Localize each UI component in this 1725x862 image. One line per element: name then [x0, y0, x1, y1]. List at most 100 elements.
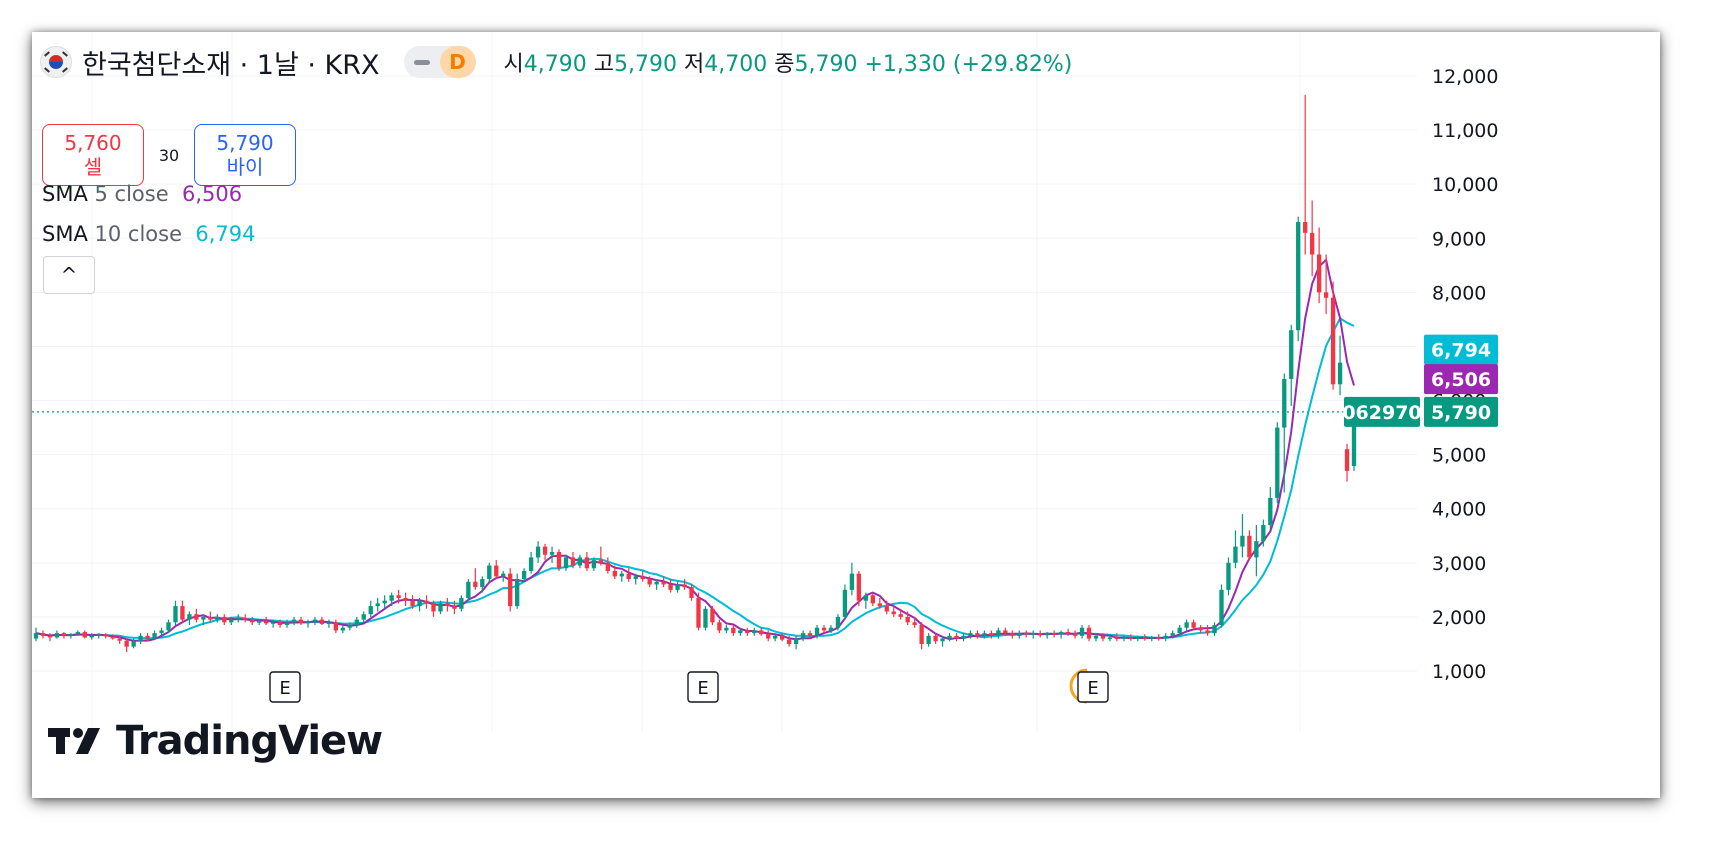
- candle-body: [584, 557, 590, 569]
- candle-body: [654, 581, 659, 585]
- candle-body: [1205, 630, 1210, 634]
- candle-body: [1261, 524, 1266, 542]
- buy-button[interactable]: 5,790 바이: [194, 124, 296, 186]
- indicator-sma5[interactable]: SMA 5 close 6,506: [42, 182, 243, 206]
- candle-body: [33, 633, 39, 639]
- candle-body: [1289, 330, 1294, 379]
- candle-body: [215, 616, 220, 620]
- candle-body: [884, 606, 889, 612]
- y-tick-label: 8,000: [1432, 282, 1486, 304]
- candle-body: [800, 633, 806, 639]
- candle-body: [1051, 633, 1057, 635]
- candle-body: [1100, 635, 1106, 639]
- candle-body: [528, 557, 534, 571]
- change-value: +1,330 (+29.82%): [864, 52, 1073, 77]
- candle-body: [459, 597, 464, 609]
- candle-body: [1079, 627, 1085, 636]
- candle-body: [103, 634, 108, 637]
- candle-body: [61, 633, 67, 636]
- minus-icon[interactable]: [404, 46, 440, 78]
- candle-body: [515, 579, 520, 607]
- candle-body: [1268, 497, 1273, 525]
- candle-body: [298, 619, 304, 624]
- candle-body: [1330, 297, 1336, 385]
- candle-body: [912, 622, 917, 626]
- candle-body: [1316, 254, 1322, 293]
- candle-body: [1344, 449, 1350, 471]
- candle-body: [1191, 622, 1196, 628]
- tradingview-logo[interactable]: TradingView: [48, 718, 383, 764]
- ticker-code-tag-bg: [1344, 396, 1420, 427]
- candle-body: [647, 579, 652, 585]
- candle-body: [145, 635, 150, 639]
- candle-body: [1219, 589, 1224, 626]
- sma5-price-tag: 6,506: [1424, 364, 1498, 395]
- candle-body: [96, 634, 101, 636]
- symbol-title[interactable]: 한국첨단소재 · 1날 · KRX: [82, 49, 380, 81]
- candle-body: [1296, 222, 1301, 331]
- candle-body: [1198, 627, 1203, 631]
- y-tick-label: 3,000: [1432, 553, 1486, 575]
- candle-body: [236, 617, 241, 620]
- candle-body: [494, 565, 499, 577]
- earnings-marker: [1077, 671, 1109, 703]
- sell-button[interactable]: 5,760 셀: [42, 124, 144, 186]
- symbol-header: 한국첨단소재 · 1날 · KRX D 시4,790 고5,790 저4,700…: [40, 44, 1073, 81]
- y-tick-label: 1,000: [1432, 661, 1486, 683]
- candle-body: [1163, 635, 1168, 639]
- candle-body: [131, 641, 136, 647]
- collapse-legend-button[interactable]: ^: [43, 256, 95, 294]
- candle-body: [1065, 632, 1071, 634]
- candle-body: [138, 635, 143, 642]
- candle-body: [661, 581, 666, 585]
- candle-body: [591, 560, 597, 569]
- candle-body: [201, 616, 206, 620]
- y-tick-label: 9,000: [1432, 228, 1486, 250]
- candle-body: [1107, 637, 1113, 639]
- y-tick-label: 4,000: [1432, 499, 1486, 521]
- candle-body: [1303, 222, 1308, 233]
- candle-body: [1086, 627, 1092, 639]
- candle-body: [1135, 637, 1140, 639]
- candle-body: [466, 581, 471, 598]
- candle-body: [124, 640, 129, 647]
- candle-body: [431, 603, 436, 612]
- price-axis[interactable]: 1,0002,0003,0004,0005,0006,0007,0008,000…: [1432, 66, 1498, 683]
- candle-body: [1275, 427, 1280, 498]
- candle-body: [745, 630, 750, 634]
- candle-body: [556, 552, 562, 569]
- sma10-line: [35, 316, 1355, 640]
- candle-body: [780, 635, 785, 640]
- candle-body: [640, 576, 645, 580]
- candle-body: [291, 619, 297, 623]
- timeframe-pill[interactable]: D: [403, 46, 476, 78]
- candle-body: [1226, 562, 1231, 590]
- candle-body: [933, 635, 938, 642]
- candle-body: [731, 627, 736, 634]
- sell-label: 셀: [83, 155, 103, 179]
- sma5-price-tag-text: 6,506: [1431, 369, 1491, 391]
- earnings-marker-label: E: [279, 678, 290, 699]
- candle-body: [954, 635, 959, 639]
- candle-body: [919, 625, 924, 644]
- candle-body: [668, 584, 673, 590]
- indicator-sma10[interactable]: SMA 10 close 6,794: [42, 222, 256, 246]
- candle-body: [173, 606, 178, 623]
- candle-body: [682, 584, 687, 588]
- timeframe-badge[interactable]: D: [439, 46, 476, 78]
- candle-body: [752, 630, 757, 634]
- candle-body: [1247, 535, 1252, 558]
- candle-body: [1212, 625, 1217, 634]
- candle-body: [305, 621, 311, 624]
- sma10-value: 6,794: [195, 222, 256, 246]
- candle-body: [563, 557, 569, 569]
- candle-body: [1058, 632, 1064, 635]
- candle-body: [333, 622, 339, 631]
- last-price-tag-text: 5,790: [1431, 402, 1491, 424]
- candle-body: [1072, 633, 1078, 636]
- candle-body: [250, 619, 255, 623]
- price-chart[interactable]: 1,0002,0003,0004,0005,0006,0007,0008,000…: [32, 32, 1660, 798]
- candle-body: [828, 627, 834, 631]
- candle-body: [438, 603, 443, 612]
- candle-body: [89, 635, 94, 638]
